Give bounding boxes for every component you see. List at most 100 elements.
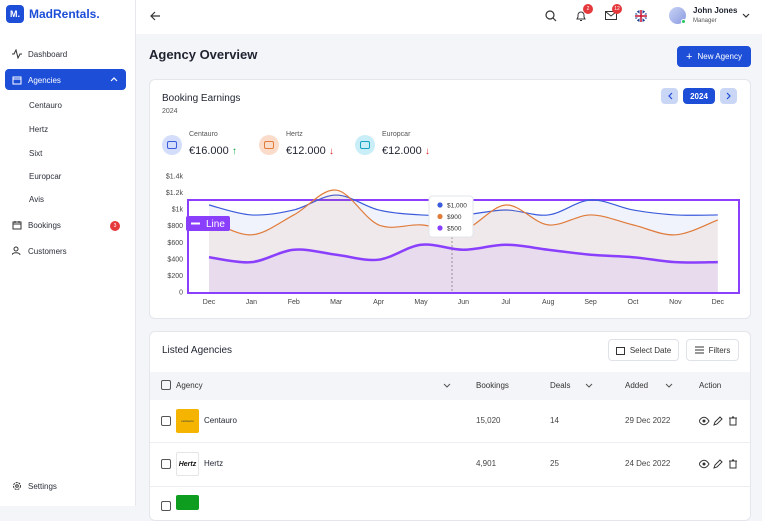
stat-name: Hertz bbox=[286, 131, 303, 138]
sub-item[interactable]: Hertz bbox=[29, 125, 49, 134]
select-date-button[interactable]: Select Date bbox=[608, 339, 679, 361]
bell-icon[interactable] bbox=[575, 10, 587, 22]
prev-year[interactable] bbox=[661, 88, 678, 104]
column-header[interactable]: Deals bbox=[550, 381, 571, 390]
sort-icon[interactable] bbox=[443, 383, 451, 389]
stat-icon-glyph bbox=[360, 141, 370, 149]
y-tick-label: $1.4k bbox=[166, 174, 184, 181]
status-dot bbox=[681, 19, 686, 24]
row-divider bbox=[150, 486, 750, 487]
sort-icon[interactable] bbox=[665, 383, 673, 389]
badge: 2 bbox=[583, 4, 593, 14]
sub-item[interactable]: Sixt bbox=[29, 149, 43, 158]
x-tick-label: Mar bbox=[330, 299, 343, 306]
search-icon[interactable] bbox=[545, 10, 557, 22]
agency-logo: centauro bbox=[176, 409, 199, 433]
earnings-chart: 0 $200 $400 $600 $800 $1k $1.2k $1.4k Dec Jan Feb M… bbox=[166, 174, 740, 306]
nav-label: Settings bbox=[28, 481, 57, 491]
nav-item[interactable]: Bookings bbox=[12, 220, 61, 230]
x-tick-label: Sep bbox=[584, 299, 597, 306]
column-header[interactable]: Agency bbox=[176, 381, 203, 390]
column-header[interactable]: Bookings bbox=[476, 381, 509, 390]
column-header[interactable]: Added bbox=[625, 381, 649, 390]
stat-name: Centauro bbox=[189, 131, 218, 138]
edit-icon[interactable] bbox=[713, 416, 723, 426]
annotation-box bbox=[186, 216, 230, 231]
back-button[interactable] bbox=[150, 11, 161, 21]
card-subtitle: 2024 bbox=[162, 108, 178, 115]
topbar: 2 12 John Jones Manager bbox=[136, 0, 762, 34]
cell: 24 Dec 2022 bbox=[625, 459, 671, 468]
button-label: Filters bbox=[708, 345, 731, 355]
page-title: Agency Overview bbox=[149, 47, 258, 62]
y-tick-label: $400 bbox=[167, 256, 183, 263]
agency-name: Centauro bbox=[204, 416, 237, 425]
edit-icon[interactable] bbox=[713, 459, 723, 469]
table-header bbox=[150, 372, 750, 400]
year-button[interactable]: 2024 bbox=[683, 88, 715, 104]
user-role: Manager bbox=[693, 18, 717, 24]
nav-label: Dashboard bbox=[28, 49, 68, 59]
x-tick-label: Jun bbox=[458, 299, 469, 306]
nav-item[interactable]: Settings bbox=[12, 481, 57, 491]
nav-item[interactable]: Agencies bbox=[12, 75, 61, 85]
sort-icon[interactable] bbox=[585, 383, 593, 389]
x-tick-label: Apr bbox=[373, 299, 385, 306]
new-agency-button[interactable]: + New Agency bbox=[677, 46, 751, 67]
delete-icon[interactable] bbox=[729, 416, 737, 426]
checkbox[interactable] bbox=[161, 501, 171, 511]
nav-item[interactable]: Dashboard bbox=[12, 49, 67, 59]
sub-item[interactable]: Avis bbox=[29, 195, 44, 204]
y-tick-label: $1k bbox=[172, 207, 184, 214]
x-tick-label: Aug bbox=[542, 299, 555, 306]
filters-button[interactable]: Filters bbox=[686, 339, 739, 361]
cell: 15,020 bbox=[476, 416, 501, 425]
logo[interactable]: M. bbox=[6, 5, 24, 23]
stat-value-text: €12.000 bbox=[286, 145, 326, 157]
nav-label: Customers bbox=[28, 246, 67, 256]
view-pupil bbox=[702, 419, 706, 423]
stat-value-text: €16.000 bbox=[189, 145, 229, 157]
x-tick-label: Dec bbox=[203, 299, 216, 306]
user-name: John Jones bbox=[693, 6, 738, 15]
column-header: Action bbox=[699, 381, 722, 390]
x-tick-label: Feb bbox=[288, 299, 300, 306]
y-tick-label: $800 bbox=[167, 223, 183, 230]
view-pupil bbox=[702, 462, 706, 466]
area bbox=[209, 195, 718, 292]
stat-value-text: €12.000 bbox=[382, 145, 422, 157]
nav-label: Agencies bbox=[28, 75, 61, 85]
delete-icon[interactable] bbox=[729, 459, 737, 469]
chevron[interactable] bbox=[742, 13, 750, 19]
stat-value: €12.000 ↓ bbox=[382, 145, 430, 157]
x-tick-label: Dec bbox=[712, 299, 725, 306]
x-tick-label: May bbox=[414, 299, 428, 306]
nav-item[interactable]: Customers bbox=[12, 246, 67, 256]
y-tick-label: $200 bbox=[167, 273, 183, 280]
sub-item[interactable]: Europcar bbox=[29, 172, 62, 181]
cell: 4,901 bbox=[476, 459, 497, 468]
active-nav[interactable] bbox=[5, 69, 126, 90]
card-title: Listed Agencies bbox=[162, 345, 233, 356]
badge: 3 bbox=[110, 221, 120, 231]
tooltip-dot bbox=[437, 225, 443, 231]
nav-label: Bookings bbox=[28, 220, 61, 230]
y-tick-label: $1.2k bbox=[166, 190, 184, 197]
chevron bbox=[110, 77, 118, 82]
row-actions[interactable] bbox=[699, 416, 739, 426]
button-label: Select Date bbox=[629, 345, 672, 355]
area bbox=[209, 244, 718, 292]
button-label: New Agency bbox=[697, 52, 742, 61]
x-tick-label: Oct bbox=[628, 299, 639, 306]
stat-name: Europcar bbox=[382, 131, 411, 138]
row-actions[interactable] bbox=[699, 459, 739, 469]
checkbox[interactable] bbox=[161, 459, 171, 469]
next-year[interactable] bbox=[720, 88, 737, 104]
sub-item[interactable]: Centauro bbox=[29, 101, 62, 110]
flag-icon[interactable] bbox=[635, 10, 647, 22]
checkbox[interactable] bbox=[161, 416, 171, 426]
view-icon[interactable] bbox=[699, 459, 710, 469]
stat-icon bbox=[355, 135, 375, 155]
view-icon[interactable] bbox=[699, 416, 710, 426]
checkbox[interactable] bbox=[161, 380, 171, 390]
